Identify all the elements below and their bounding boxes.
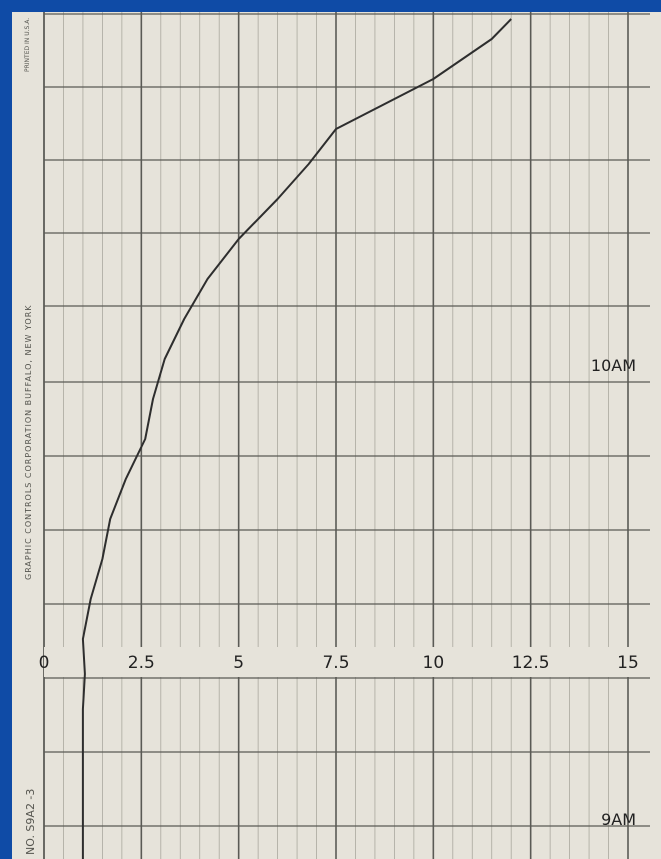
trace-line: [81, 18, 512, 859]
printed-label: PRINTED IN U.S.A.: [24, 17, 31, 72]
x-tick-label: 2.5: [128, 653, 155, 673]
x-tick-label: 7.5: [322, 653, 349, 673]
trace: [81, 18, 512, 859]
chart-number-label: NO. S9A2 -3: [24, 788, 37, 855]
x-tick-label: 0: [39, 653, 50, 673]
company-label: GRAPHIC CONTROLS CORPORATION BUFFALO, NE…: [24, 304, 33, 580]
x-tick-label: 10: [423, 653, 445, 673]
time-labels: 10AM 9AM: [591, 356, 636, 829]
tick-band: [44, 647, 650, 677]
grid: [43, 12, 650, 859]
x-tick-label: 12.5: [512, 653, 550, 673]
x-tick-label: 5: [233, 653, 244, 673]
time-label: 10AM: [591, 356, 636, 375]
x-tick-label: 15: [617, 653, 639, 673]
x-tick-labels: 0 2.5 5 7.5 10 12.5 15: [39, 647, 650, 677]
time-label: 9AM: [601, 810, 636, 829]
